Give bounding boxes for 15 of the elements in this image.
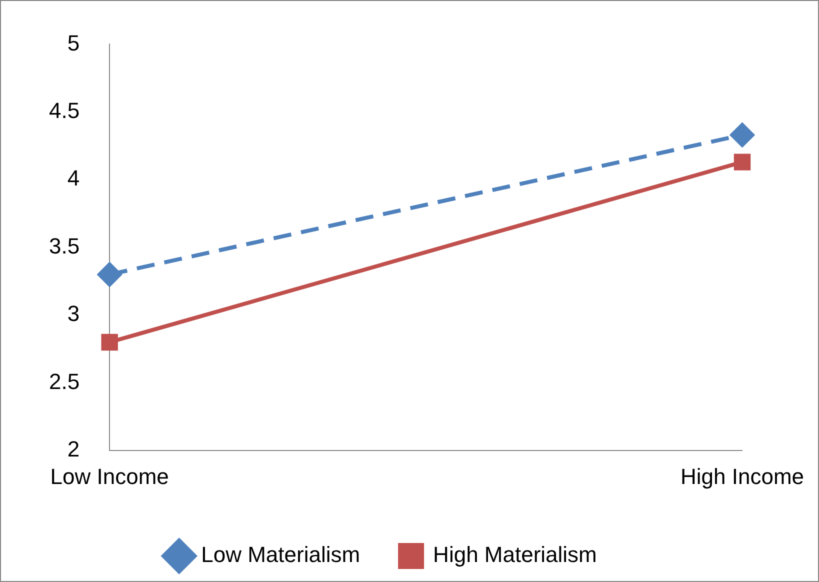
point	[98, 262, 122, 286]
y-tick-label: 3.5	[48, 233, 80, 258]
y-tick-label: 2	[67, 436, 80, 462]
point	[101, 334, 118, 351]
legend-label: High Materialism	[433, 542, 597, 568]
point	[734, 154, 751, 170]
x-tick-label: High Income	[680, 464, 804, 489]
y-tick-label: 4	[67, 166, 80, 191]
y-tick-label: 3	[67, 301, 80, 326]
legend-label: Low Materialism	[201, 542, 360, 568]
point	[730, 122, 754, 147]
y-tick-label: 5	[67, 30, 80, 56]
y-tick-label: 2.5	[48, 368, 80, 394]
x-tick-label: Low Income	[50, 464, 169, 489]
y-tick-label: 4.5	[48, 98, 80, 123]
